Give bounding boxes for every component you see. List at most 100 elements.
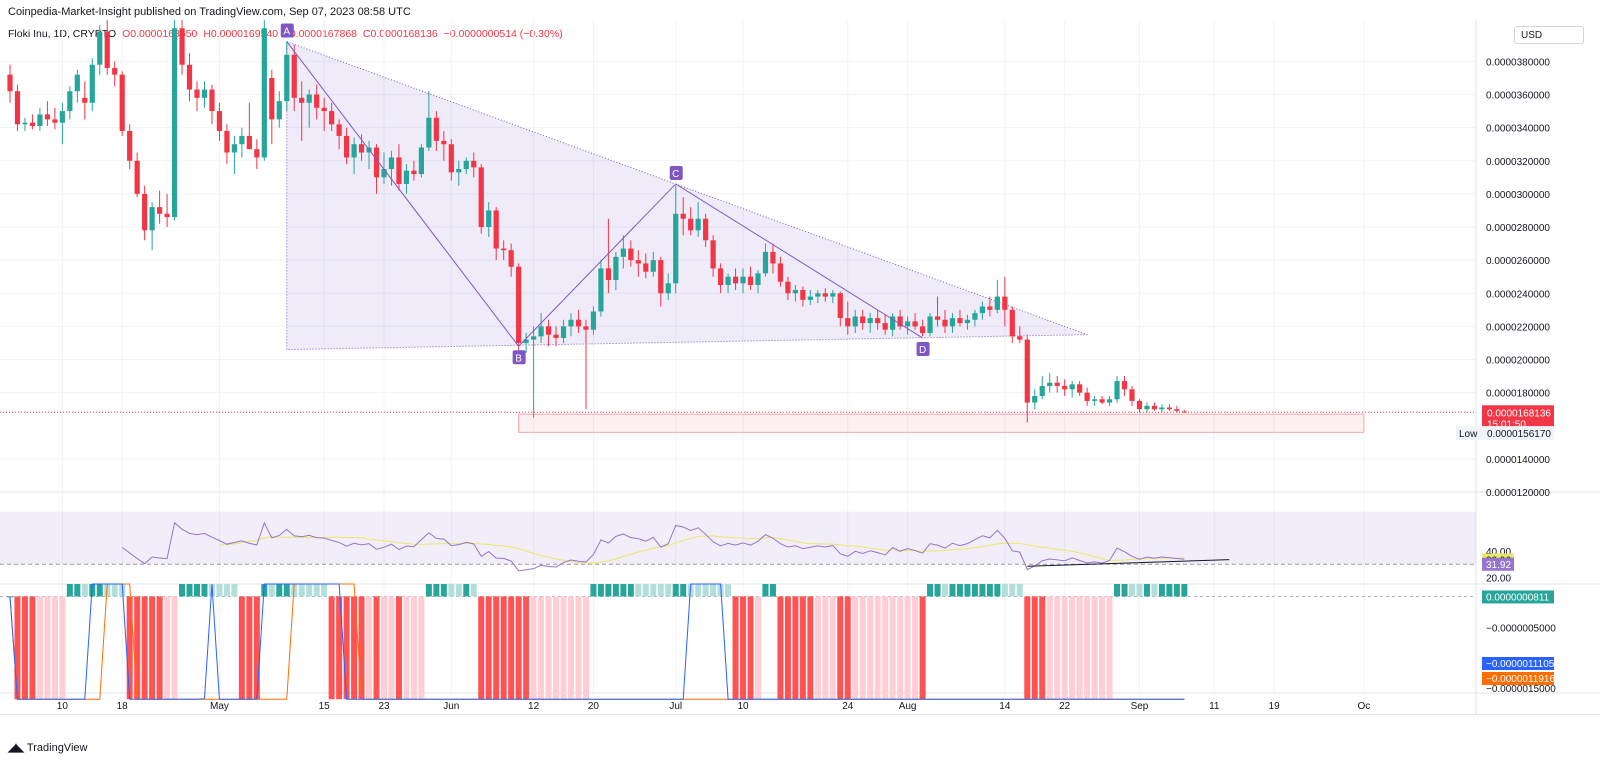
- candle: [329, 102, 335, 131]
- macd-hist-bar: [418, 596, 425, 700]
- candle: [815, 289, 821, 304]
- macd-hist-bar: [126, 596, 133, 700]
- low-label: Low: [1459, 429, 1478, 440]
- price-tick-label: 0.0000140000: [1486, 455, 1550, 466]
- candle: [770, 243, 776, 274]
- macd-hist-bar: [141, 596, 148, 700]
- candle: [643, 253, 649, 279]
- macd-hist-bar: [538, 596, 545, 700]
- candle: [157, 190, 163, 224]
- macd-hist-bar: [792, 596, 799, 700]
- macd-hist-bar: [612, 584, 619, 597]
- tradingview-logo[interactable]: ◢◣ TradingView: [8, 741, 87, 755]
- candle-body: [620, 248, 626, 257]
- macd-hist-bar: [755, 596, 761, 700]
- candle: [1121, 376, 1128, 396]
- macd-hist-bar: [867, 596, 874, 700]
- macd-hist-bar: [1046, 596, 1053, 700]
- candle: [493, 207, 499, 261]
- low-value-label: 0.0000156170: [1487, 429, 1551, 440]
- macd-line: [9, 583, 1185, 700]
- candle-body: [770, 251, 776, 264]
- macd-hist-bar: [440, 584, 447, 597]
- candle: [994, 280, 1000, 314]
- candle-body: [964, 319, 971, 324]
- rsi-tick-label: 40.00: [1486, 547, 1511, 558]
- low-tag: [1456, 426, 1554, 441]
- candle-body: [149, 207, 155, 231]
- candle: [927, 313, 933, 337]
- candle-body: [142, 193, 148, 231]
- macd-value: −0.0000011105: [1486, 659, 1555, 670]
- candle-body: [695, 218, 701, 231]
- candle: [1181, 409, 1187, 413]
- macd-hist-bar: [388, 596, 395, 700]
- candle-body: [553, 334, 559, 338]
- candle-body: [321, 107, 327, 112]
- macd-hist-bar: [433, 584, 440, 597]
- candle-body: [127, 130, 133, 161]
- macd-hist-bar: [1024, 596, 1031, 700]
- macd-hist-bar: [1001, 584, 1008, 597]
- candle-body: [1084, 392, 1090, 401]
- macd-tick-label: −0.0000005000: [1486, 624, 1556, 635]
- candle-body: [994, 296, 1000, 310]
- macd-hist-bar: [358, 596, 365, 700]
- candle-body: [276, 101, 282, 120]
- candle: [942, 309, 948, 334]
- macd-hist-bar: [21, 596, 28, 700]
- candle: [142, 185, 148, 241]
- candle-body: [905, 321, 911, 327]
- candle: [807, 289, 813, 305]
- candle: [688, 207, 694, 236]
- candle-body: [703, 218, 709, 241]
- macd-hist-bar: [740, 596, 747, 700]
- candle: [830, 289, 836, 304]
- candle-body: [545, 326, 552, 335]
- candle: [934, 296, 941, 327]
- candle-body: [426, 117, 432, 148]
- macd-hist-bar: [1016, 584, 1023, 597]
- candle: [149, 202, 155, 251]
- candle-body: [1002, 296, 1008, 310]
- candle-body: [1032, 395, 1038, 403]
- candle: [568, 313, 574, 337]
- macd-hist-bar: [395, 596, 402, 700]
- macd-hist-bar: [1099, 596, 1106, 700]
- candle-body: [807, 296, 813, 300]
- candle-body: [725, 276, 731, 285]
- time-tick-label: 14: [999, 701, 1011, 712]
- price-tick-label: 0.0000120000: [1486, 488, 1550, 499]
- candle-body: [710, 240, 716, 269]
- candle-body: [209, 89, 215, 112]
- candle: [29, 114, 36, 130]
- macd-hist-bar: [179, 584, 186, 597]
- candle-body: [590, 311, 597, 330]
- macd-hist-bar: [635, 584, 642, 597]
- candle: [1024, 334, 1030, 423]
- candle: [620, 235, 626, 269]
- macd-hist-bar: [51, 596, 58, 700]
- currency-selector[interactable]: USD: [1514, 26, 1584, 44]
- candle: [97, 24, 103, 75]
- candle-body: [860, 316, 866, 324]
- candle: [441, 130, 447, 161]
- candle: [284, 41, 290, 112]
- macd-hist-bar: [769, 584, 776, 597]
- candle: [314, 84, 320, 120]
- candle-body: [747, 276, 754, 285]
- time-axis: 10 18 May 15 23 Jun 12 20 Jul 10 24 Aug 14 22 Sep 11 19 O…: [57, 701, 1370, 712]
- price-tick-label: 0.0000240000: [1486, 289, 1550, 300]
- candle-body: [1017, 336, 1023, 340]
- macd-hist-bar: [351, 596, 358, 700]
- candle-body: [732, 276, 739, 284]
- macd-hist-bar: [1136, 584, 1143, 597]
- macd-hist-bar: [515, 596, 522, 700]
- candle: [291, 44, 297, 112]
- candle: [209, 84, 215, 125]
- candle: [837, 291, 843, 327]
- macd-hist-bar: [912, 596, 919, 700]
- candle-body: [934, 316, 941, 320]
- macd-hist-bar: [1181, 584, 1188, 597]
